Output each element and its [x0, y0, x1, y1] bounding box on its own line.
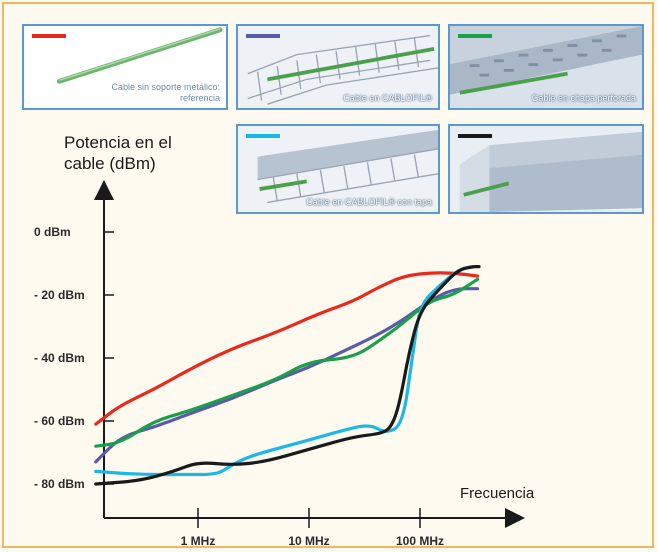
y-tick-label: - 80 dBm [34, 477, 85, 491]
legend-swatch-cyan [246, 134, 280, 138]
wire-tray-illustration [238, 26, 438, 108]
panel-caption: Cable sin soporte metálico: referencia [111, 82, 220, 103]
y-tick-label: 0 dBm [34, 225, 71, 239]
perforated-tray-illustration [450, 26, 642, 108]
legend-swatch-black [458, 134, 492, 138]
y-tick-label: - 40 dBm [34, 351, 85, 365]
covered-wire-tray-illustration [238, 126, 438, 212]
reference-cable-illustration [24, 26, 226, 108]
closed-tray-illustration [450, 126, 642, 212]
legend-swatch-green [458, 34, 492, 38]
panel-caption: Cable en chapa perforada [531, 93, 636, 103]
y-tick-label: - 60 dBm [34, 414, 85, 428]
series-line-5 [94, 265, 481, 486]
x-tick-label: 1 MHz [181, 534, 216, 548]
panel-caption: Cable en CABLOFIL® con tapa [306, 197, 432, 207]
y-axis-title: Potencia en el cable (dBm) [64, 133, 172, 173]
panel-reference-cable: Cable sin soporte metálico: referencia [22, 24, 228, 110]
panel-perforated-tray: Cable en chapa perforada [448, 24, 644, 110]
y-tick-label: - 20 dBm [34, 288, 85, 302]
panel-cablofil: Cable en CABLOFIL® [236, 24, 440, 110]
legend-swatch-red [32, 34, 66, 38]
panel-closed-tray [448, 124, 644, 214]
series-line-4 [94, 265, 475, 477]
panel-cablofil-cover: Cable en CABLOFIL® con tapa [236, 124, 440, 214]
series-line-3 [94, 277, 480, 448]
x-tick-label: 100 MHz [396, 534, 444, 548]
panel-caption: Cable en CABLOFIL® [343, 93, 432, 103]
x-axis-title: Frecuencia [460, 485, 535, 502]
legend-swatch-purple [246, 34, 280, 38]
series-line-1 [94, 271, 480, 426]
x-tick-label: 10 MHz [288, 534, 329, 548]
